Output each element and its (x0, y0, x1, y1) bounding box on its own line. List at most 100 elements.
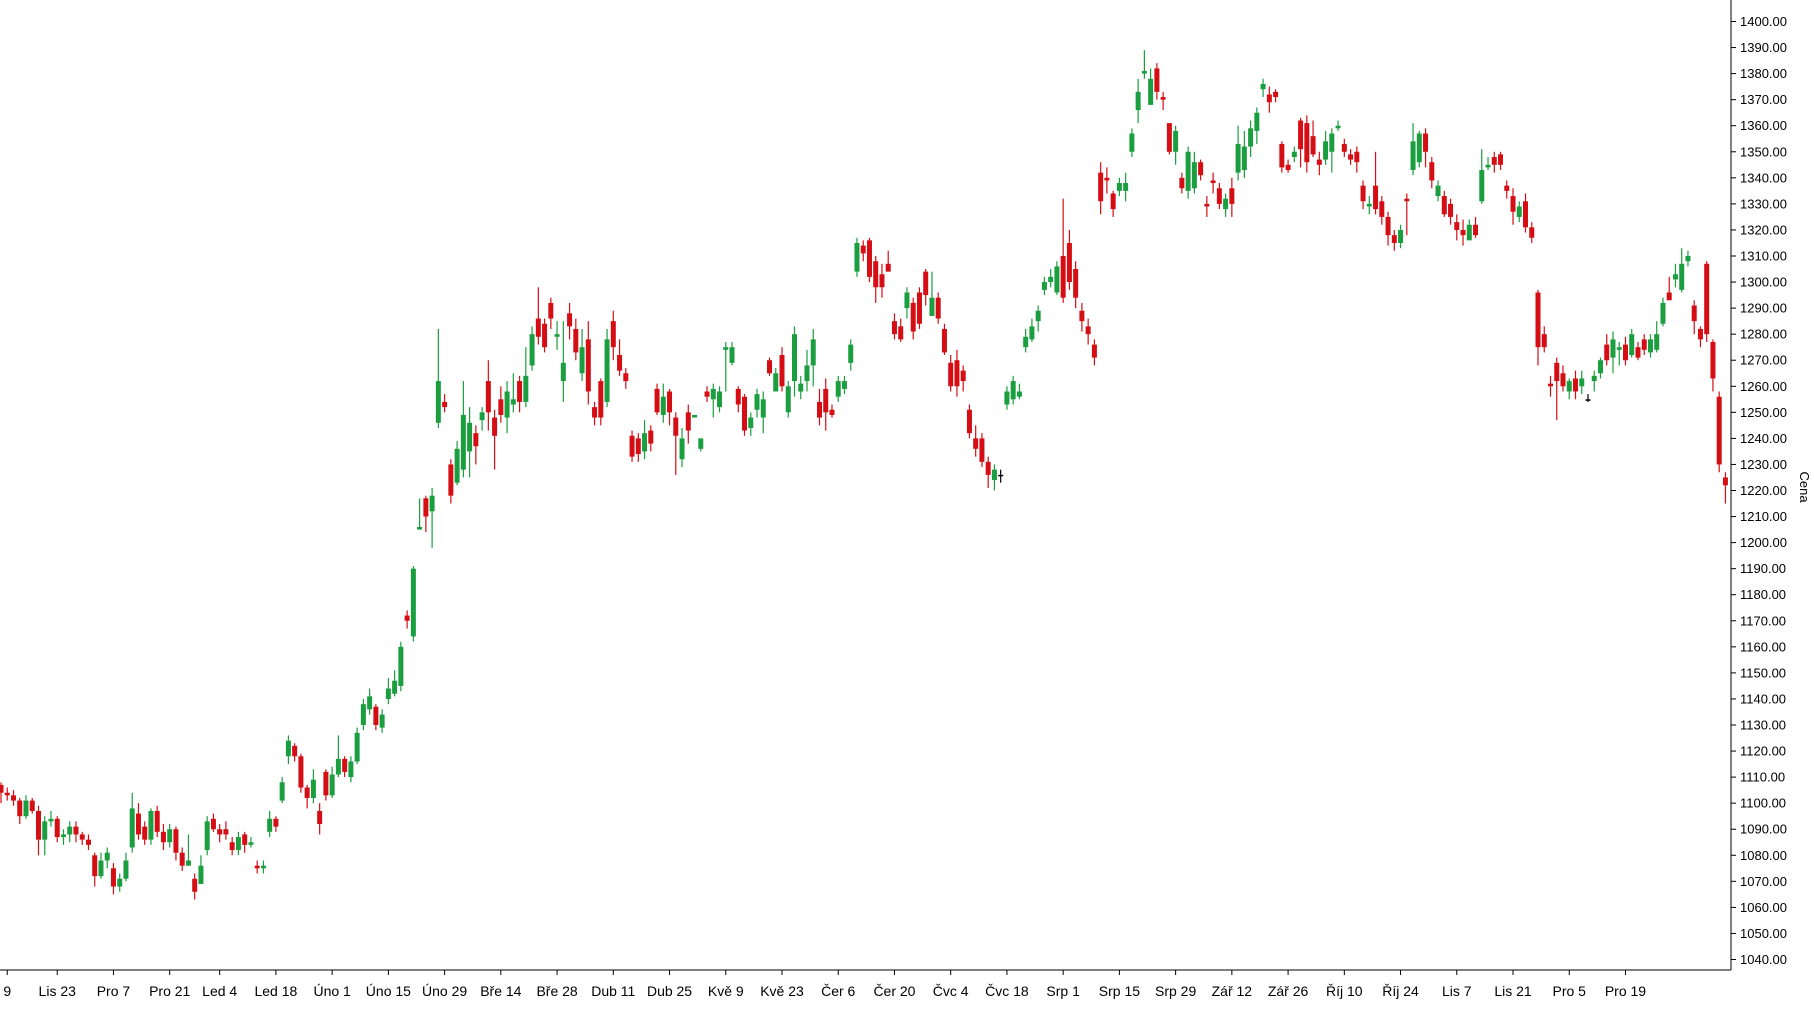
candle-body (979, 438, 985, 462)
candle (279, 777, 285, 804)
candle-body (1548, 383, 1554, 387)
candle-body (217, 829, 223, 835)
candle-body (1391, 235, 1397, 243)
candle (785, 381, 791, 418)
candle-body (1160, 97, 1166, 100)
candle-body (723, 347, 729, 350)
candle (335, 735, 341, 778)
candle-body (148, 810, 154, 840)
candle-body (1241, 146, 1247, 171)
candle (610, 310, 616, 361)
candle (110, 863, 116, 895)
candle (1373, 151, 1379, 215)
candle-body (398, 646, 404, 686)
candle-body (1248, 128, 1254, 147)
candle-body (873, 261, 879, 288)
candle-body (329, 774, 335, 796)
x-tick-label: Čvc 18 (985, 983, 1029, 999)
candle (1579, 370, 1585, 395)
candle (585, 321, 591, 405)
candle (260, 860, 266, 874)
candle (379, 709, 385, 733)
candle-body (1566, 381, 1572, 392)
y-tick-label: 1360.00 (1740, 118, 1787, 133)
candle (385, 678, 391, 705)
candle-body (117, 878, 123, 887)
candle-body (966, 409, 972, 434)
candle-body (567, 313, 573, 327)
candle-body (1054, 266, 1060, 293)
candle (1160, 91, 1166, 111)
candle-body (860, 245, 866, 254)
candle-body (1454, 222, 1460, 230)
candle (1041, 276, 1047, 296)
x-tick-label: Srp 1 (1046, 983, 1080, 999)
candle-body (1616, 347, 1622, 350)
candle-body (1173, 130, 1179, 152)
candle (73, 821, 79, 843)
candle-body (1435, 185, 1441, 197)
candle-body (554, 334, 560, 337)
candle-body (1541, 334, 1547, 348)
candle-body (1110, 193, 1116, 210)
candle-body (560, 362, 566, 382)
candle (1198, 159, 1204, 181)
candle (454, 440, 460, 486)
candle-body (1291, 151, 1297, 157)
candle (935, 292, 941, 324)
candle (1110, 190, 1116, 217)
candle-body (1691, 305, 1697, 322)
candle-body (123, 860, 129, 879)
candle (1310, 120, 1316, 157)
candle-body (698, 438, 704, 449)
candle-body (679, 438, 685, 460)
candle (692, 414, 698, 418)
y-tick-label: 1230.00 (1740, 457, 1787, 472)
candle (704, 386, 710, 402)
candle-body (210, 818, 216, 830)
candle-body (610, 321, 616, 348)
candle-body (735, 388, 741, 405)
candle-body (360, 704, 366, 725)
candle (1460, 219, 1466, 246)
candle-body (448, 464, 454, 496)
candle (142, 821, 148, 845)
candle (698, 438, 704, 452)
candle (1348, 149, 1354, 165)
candle-body (1666, 292, 1672, 301)
candle (1498, 151, 1504, 171)
candle (848, 339, 854, 371)
candle-body (354, 732, 360, 762)
candle-body (1310, 136, 1316, 155)
candle-body (1479, 170, 1485, 202)
candle (192, 873, 198, 900)
candle (23, 795, 29, 819)
candle-body (773, 373, 779, 392)
candle (235, 831, 241, 856)
candle (941, 323, 947, 356)
candle (1010, 375, 1016, 405)
candle (1666, 276, 1672, 301)
candle-body (267, 818, 273, 832)
candle-body (1060, 256, 1066, 298)
candle (604, 328, 610, 408)
candle (492, 409, 498, 470)
candle (1641, 334, 1647, 356)
candle-body (948, 362, 954, 387)
candle (1035, 305, 1041, 332)
candle (573, 318, 579, 361)
candle-body (667, 391, 673, 413)
candle-body (92, 855, 98, 877)
y-tick-label: 1250.00 (1740, 405, 1787, 420)
candle (1316, 151, 1322, 176)
candle-body (854, 242, 860, 272)
candle (442, 394, 448, 413)
candle-body (1660, 302, 1666, 324)
candle (1029, 318, 1035, 342)
candle-body (1223, 198, 1229, 210)
candle-body (417, 526, 423, 530)
candle-body (1154, 68, 1160, 92)
candle-body (317, 810, 323, 825)
candle (1354, 146, 1360, 173)
